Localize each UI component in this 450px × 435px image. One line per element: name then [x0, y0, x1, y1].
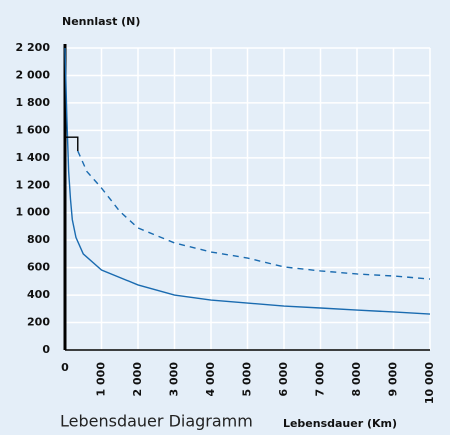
x-axis-label: Lebensdauer (Km) [283, 417, 397, 430]
x-tick-label: 1 000 [95, 362, 108, 397]
x-tick-label: 6 000 [277, 362, 290, 397]
caption: Lebensdauer Diagramm [60, 412, 253, 431]
y-tick-label: 1 000 [16, 206, 51, 219]
y-tick-label: 0 [42, 343, 50, 356]
x-tick-label: 5 000 [241, 362, 254, 397]
line-series [77, 150, 431, 280]
line-series [64, 47, 431, 315]
y-tick-label: 1 400 [16, 151, 51, 164]
x-tick-label: 0 [61, 361, 69, 374]
y-tick-label: 1 600 [16, 123, 51, 136]
x-tick-label: 8 000 [350, 362, 363, 397]
y-tick-label: 200 [27, 316, 50, 329]
y-tick-label: 1 800 [16, 96, 51, 109]
x-tick-label: 7 000 [314, 362, 327, 397]
y-tick-label: 1 200 [16, 178, 51, 191]
x-tick-label: 3 000 [168, 362, 181, 397]
x-tick-label: 9 000 [387, 362, 400, 397]
y-tick-label: 800 [27, 233, 50, 246]
x-tick-label: 4 000 [204, 362, 217, 397]
y-tick-label: 2 000 [16, 68, 51, 81]
y-tick-label: 600 [27, 261, 50, 274]
x-tick-label: 2 000 [131, 362, 144, 397]
y-tick-label: 400 [27, 288, 50, 301]
y-axis-label: Nennlast (N) [62, 15, 140, 28]
line-series [65, 136, 79, 151]
x-tick-label: 10 000 [423, 362, 436, 404]
y-tick-label: 2 200 [16, 41, 51, 54]
